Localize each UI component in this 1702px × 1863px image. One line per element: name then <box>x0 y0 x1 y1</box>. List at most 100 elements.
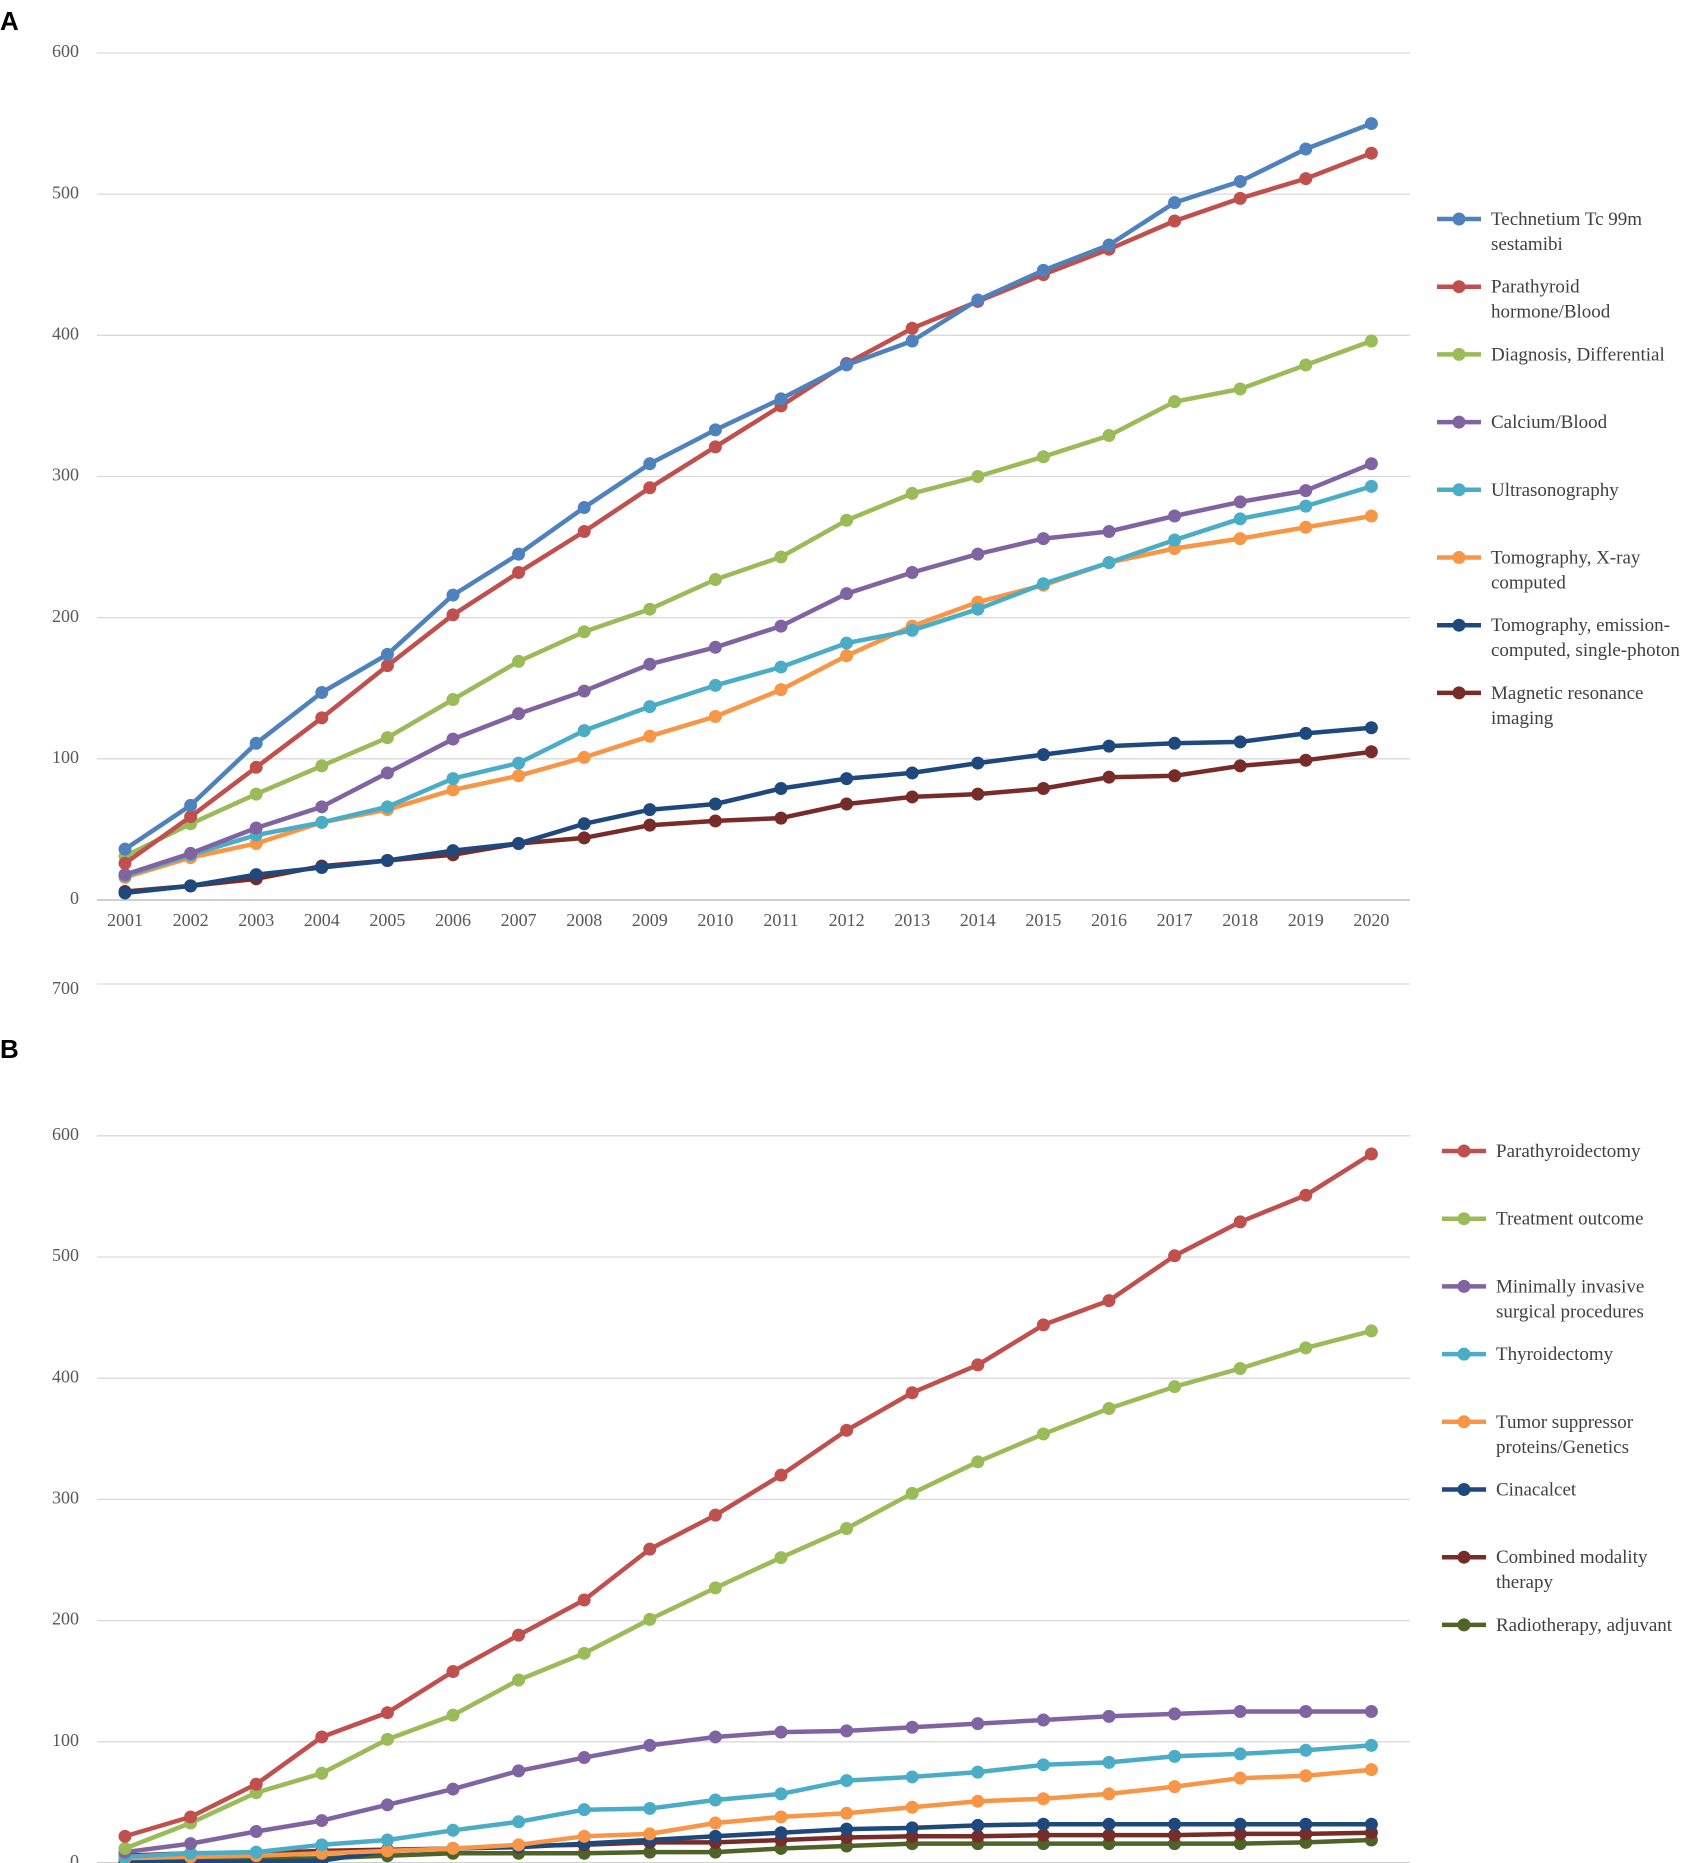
panel-a-label: A <box>0 6 19 36</box>
panel-b-data-point <box>249 1824 263 1838</box>
panel-a-x-tick-label: 2009 <box>632 910 668 930</box>
panel-a-x-tick-label: 2004 <box>304 910 340 930</box>
panel-a-legend: Technetium Tc 99m sestamibi Parathyroid hor… <box>1437 209 1680 729</box>
panel-b-data-point <box>643 1801 657 1815</box>
panel-b-data-point <box>315 1838 329 1852</box>
panel-b-legend-item: Thyroidectomy <box>1442 1344 1614 1365</box>
panel-b-data-point <box>1233 1362 1247 1376</box>
panel-a-data-point <box>184 879 198 893</box>
panel-a-data-point <box>1036 577 1050 591</box>
panel-b-data-point <box>774 1551 788 1565</box>
panel-b-legend-swatch-marker <box>1457 1144 1471 1158</box>
panel-b-series-line <box>122 1821 1374 1863</box>
panel-b-data-point <box>315 1730 329 1744</box>
panel-b-y-tick-label: 300 <box>52 1488 79 1508</box>
panel-a-data-point <box>905 623 919 637</box>
panel-a-data-point <box>905 766 919 780</box>
panel-a-data-point <box>774 619 788 633</box>
panel-a-legend-item: Diagnosis, Differential <box>1437 344 1665 365</box>
panel-b-legend-swatch-marker <box>1457 1550 1471 1564</box>
panel-b-data-point <box>905 1486 919 1500</box>
panel-b-legend: Parathyroidectomy Treatment outcome Minima… <box>1442 1141 1673 1636</box>
panel-b-data-point <box>184 1846 198 1860</box>
panel-b-data-point <box>971 1358 985 1372</box>
panel-a-data-point <box>446 608 460 622</box>
panel-a-data-point <box>380 659 394 673</box>
panel-b-legend-swatch-marker <box>1457 1212 1471 1226</box>
panel-a-data-point <box>774 781 788 795</box>
panel-b-data-point <box>1299 1341 1313 1355</box>
panel-a-y-tick-label: 500 <box>52 182 79 202</box>
panel-a-data-point <box>512 756 526 770</box>
panel-a-data-point <box>512 837 526 851</box>
panel-b-data-point <box>577 1646 591 1660</box>
panel-a-data-point <box>512 547 526 561</box>
panel-b-data-point <box>971 1818 985 1832</box>
panel-a-x-tick-label: 2008 <box>566 910 602 930</box>
panel-a-y-tick-label: 100 <box>52 747 79 767</box>
panel-a-x-tick-label: 2001 <box>107 910 143 930</box>
panel-b-data-point <box>1102 1817 1116 1831</box>
panel-a-data-point <box>1102 770 1116 784</box>
panel-b-data-point <box>249 1777 263 1791</box>
panel-a-data-point <box>577 525 591 539</box>
panel-a-data-point <box>184 846 198 860</box>
panel-a-data-point <box>840 797 854 811</box>
panel-a-data-point <box>971 547 985 561</box>
panel-a-data-point <box>1102 739 1116 753</box>
panel-b-data-point <box>1299 1817 1313 1831</box>
panel-a-legend-label: Ultrasonography <box>1491 480 1619 501</box>
panel-b-chart: 0100200300400500600200120022003200420052… <box>0 1034 1673 1863</box>
panel-b-data-point <box>184 1810 198 1824</box>
panel-a-legend-label: computed, single-photon <box>1491 640 1680 661</box>
panel-a-series-5 <box>118 509 1378 884</box>
panel-b-data-point <box>840 1724 854 1738</box>
panel-b-data-point <box>774 1826 788 1840</box>
panel-b-data-point <box>512 1673 526 1687</box>
panel-a-x-tick-label: 2019 <box>1288 910 1324 930</box>
panel-a-data-point <box>1036 781 1050 795</box>
panel-b-data-point <box>905 1720 919 1734</box>
panel-b-data-point <box>380 1798 394 1812</box>
panel-a-data-point <box>118 856 132 870</box>
panel-b-label: B <box>0 1034 19 1064</box>
panel-b-data-point <box>1364 1738 1378 1752</box>
panel-b-data-point <box>1299 1743 1313 1757</box>
panel-b-data-point <box>1168 1817 1182 1831</box>
panel-a-data-point <box>708 423 722 437</box>
panel-b-data-point <box>1233 1827 1247 1841</box>
panel-a-legend-item: Parathyroid hormone/Blood <box>1437 277 1611 323</box>
panel-a-data-point <box>1364 479 1378 493</box>
panel-a-data-point <box>1299 753 1313 767</box>
panel-a-data-point <box>249 787 263 801</box>
panel-a-legend-label: Magnetic resonance <box>1491 683 1643 704</box>
panel-b-data-point <box>1364 1705 1378 1718</box>
panel-b-legend-swatch-marker <box>1457 1347 1471 1361</box>
panel-a-data-point <box>577 724 591 738</box>
panel-b-data-point <box>1102 1787 1116 1801</box>
panel-a-series-line <box>122 484 1374 879</box>
panel-a-data-point <box>118 842 132 856</box>
panel-a-data-point <box>1168 196 1182 210</box>
panel-b-data-point <box>1168 1780 1182 1794</box>
panel-a-data-point <box>1299 520 1313 534</box>
panel-b-data-point <box>315 1814 329 1828</box>
panel-b-data-point <box>708 1845 722 1859</box>
panel-b-series-line <box>122 1767 1374 1861</box>
panel-a-data-point <box>774 660 788 674</box>
panel-b-data-point <box>446 1665 460 1679</box>
panel-a-series-6 <box>118 721 1378 900</box>
panel-a-series-3 <box>118 457 1378 882</box>
panel-b-data-point <box>446 1823 460 1837</box>
panel-a-legend-swatch-marker <box>1452 280 1466 294</box>
panel-a-data-point <box>315 711 329 725</box>
panel-a-data-point <box>249 868 263 882</box>
panel-a-legend-label: Diagnosis, Differential <box>1491 344 1665 365</box>
panel-a-data-point <box>1168 395 1182 409</box>
panel-a-data-point <box>446 693 460 707</box>
panel-b-data-point <box>971 1829 985 1843</box>
panel-b-data-point <box>971 1717 985 1731</box>
panel-a-series-0 <box>118 117 1378 856</box>
panel-b-data-point <box>774 1725 788 1739</box>
panel-b-data-point <box>1364 1147 1378 1161</box>
